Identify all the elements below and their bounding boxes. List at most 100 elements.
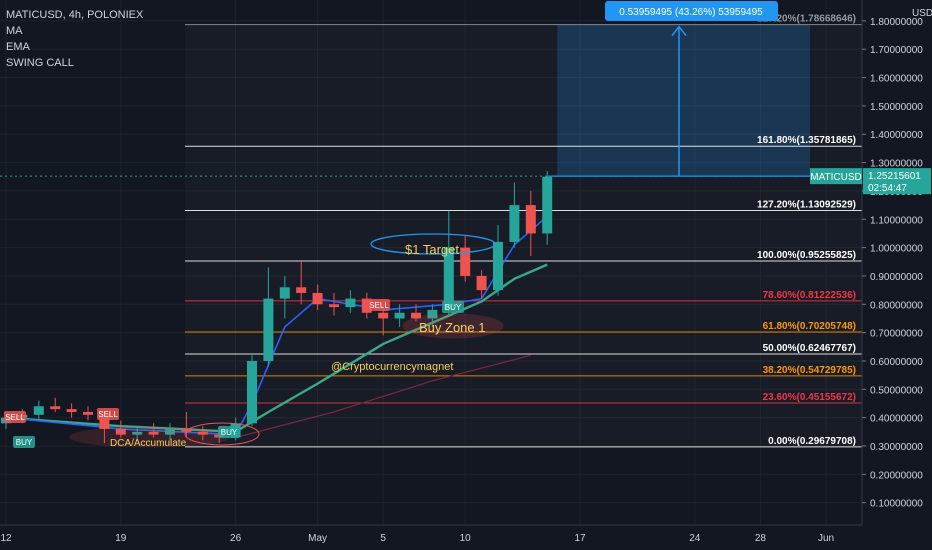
fib-label: 23.60%(0.45155672) bbox=[763, 392, 856, 403]
symbol-tag: MATICUSD bbox=[810, 172, 861, 183]
fib-label: 127.20%(1.13092529) bbox=[757, 199, 856, 210]
fib-label: 38.20%(0.54729785) bbox=[763, 365, 856, 376]
signal-label-buy: BUY bbox=[221, 428, 238, 437]
currency-label: USD bbox=[912, 8, 932, 19]
time-tick-label: 19 bbox=[115, 533, 127, 544]
symbol-line: MATICUSD, 4h, POLONIEX bbox=[6, 9, 144, 21]
candle[interactable] bbox=[345, 290, 356, 313]
candle[interactable] bbox=[132, 426, 143, 441]
candle[interactable] bbox=[476, 270, 487, 299]
price-tick-label: 0.80000000 bbox=[870, 300, 923, 311]
candle-body bbox=[509, 205, 520, 242]
candle[interactable] bbox=[66, 403, 77, 418]
signal-label-sell: SELL bbox=[98, 410, 118, 419]
target-annotation: $1 Target bbox=[405, 242, 459, 257]
time-tick-label: 28 bbox=[755, 533, 767, 544]
price-tick-label: 0.50000000 bbox=[870, 385, 923, 396]
time-tick-label: 5 bbox=[380, 533, 386, 544]
fib-label: 0.00%(0.29679708) bbox=[768, 436, 856, 447]
candle[interactable] bbox=[115, 420, 126, 438]
accumulate-annotation: DCA/Accumulate bbox=[110, 438, 187, 449]
time-tick-label: 12 bbox=[0, 533, 12, 544]
candle[interactable] bbox=[83, 406, 93, 421]
candle-body bbox=[378, 312, 389, 319]
measure-box bbox=[557, 24, 810, 177]
candle-body bbox=[345, 298, 356, 308]
candle[interactable] bbox=[312, 284, 323, 310]
candle-body bbox=[33, 406, 44, 415]
fib-label: 50.00%(0.62467767) bbox=[763, 343, 856, 354]
price-tick-label: 0.20000000 bbox=[870, 470, 923, 481]
buy-zone-annotation: Buy Zone 1 bbox=[419, 320, 486, 335]
price-tick-label: 0.70000000 bbox=[870, 329, 923, 340]
price-tick-label: 1.10000000 bbox=[870, 215, 923, 226]
candle-body bbox=[50, 406, 61, 410]
candle[interactable] bbox=[411, 304, 421, 322]
fib-label: 61.80%(0.70205748) bbox=[763, 321, 856, 332]
price-tick-label: 1.50000000 bbox=[870, 102, 923, 113]
candle[interactable] bbox=[361, 292, 372, 319]
candle[interactable] bbox=[427, 304, 438, 327]
time-tick-label: 24 bbox=[689, 533, 701, 544]
candle[interactable] bbox=[542, 171, 553, 245]
signal-badge-sell bbox=[368, 299, 390, 311]
candle[interactable] bbox=[296, 261, 307, 305]
candle[interactable] bbox=[525, 190, 536, 257]
candle[interactable] bbox=[329, 292, 339, 316]
price-tag-bg bbox=[863, 168, 931, 195]
price-tick-label: 1.80000000 bbox=[870, 17, 923, 28]
candle-body bbox=[132, 431, 143, 435]
signal-badge-buy bbox=[13, 436, 35, 448]
target-ellipse bbox=[370, 233, 496, 255]
candle-body bbox=[296, 287, 307, 293]
candle-body bbox=[247, 360, 257, 424]
candle[interactable] bbox=[33, 400, 44, 421]
signal-label-sell: SELL bbox=[5, 413, 25, 422]
candle[interactable] bbox=[165, 423, 175, 441]
candle-body bbox=[394, 312, 405, 319]
candle-body bbox=[411, 312, 421, 319]
symbol-tag-bg bbox=[810, 168, 862, 185]
candle[interactable] bbox=[443, 210, 454, 316]
candle-body bbox=[361, 298, 372, 313]
price-axis-bg bbox=[862, 0, 932, 550]
fib-label: 78.60%(0.81222536) bbox=[763, 290, 856, 301]
candle[interactable] bbox=[263, 267, 274, 367]
candle-body bbox=[263, 298, 274, 361]
time-tick-label: 17 bbox=[574, 533, 586, 544]
candle[interactable] bbox=[460, 236, 471, 282]
candle[interactable] bbox=[394, 304, 405, 327]
price-tag-countdown: 02:54:47 bbox=[868, 183, 907, 194]
candle[interactable] bbox=[279, 275, 290, 319]
time-tick-label: 10 bbox=[460, 533, 472, 544]
candle[interactable] bbox=[247, 355, 257, 427]
candle-body bbox=[542, 176, 553, 234]
candle-body bbox=[476, 275, 487, 291]
time-tick-label: 26 bbox=[230, 533, 242, 544]
signal-badge-sell bbox=[97, 408, 119, 420]
indicator-swing-call[interactable]: SWING CALL bbox=[6, 57, 74, 69]
signal-badge-buy bbox=[442, 301, 464, 313]
fib-label: 227.20%(1.78668646) bbox=[757, 14, 856, 25]
slow-ma-line bbox=[235, 354, 531, 439]
signal-badge-buy bbox=[218, 426, 240, 438]
time-tick-label: Jun bbox=[818, 533, 834, 544]
candle[interactable] bbox=[509, 182, 520, 248]
candle-body bbox=[329, 304, 339, 308]
candle[interactable] bbox=[148, 423, 159, 438]
accumulate-ellipse-2 bbox=[184, 422, 260, 446]
indicator-ma[interactable]: MA bbox=[6, 25, 23, 37]
price-tick-label: 0.10000000 bbox=[870, 499, 923, 510]
price-tick-label: 0.60000000 bbox=[870, 357, 923, 368]
indicator-ema[interactable]: EMA bbox=[6, 41, 30, 53]
signal-label-buy: BUY bbox=[16, 438, 33, 447]
candle[interactable] bbox=[50, 397, 61, 412]
measure-label: 0.53959495 (43.26%) 53959495 bbox=[619, 7, 763, 18]
candle[interactable] bbox=[493, 224, 503, 296]
candle-body bbox=[460, 247, 471, 276]
fib-label: 100.00%(0.95255825) bbox=[757, 250, 856, 261]
candle[interactable] bbox=[197, 426, 208, 441]
price-tick-label: 0.40000000 bbox=[870, 414, 923, 425]
